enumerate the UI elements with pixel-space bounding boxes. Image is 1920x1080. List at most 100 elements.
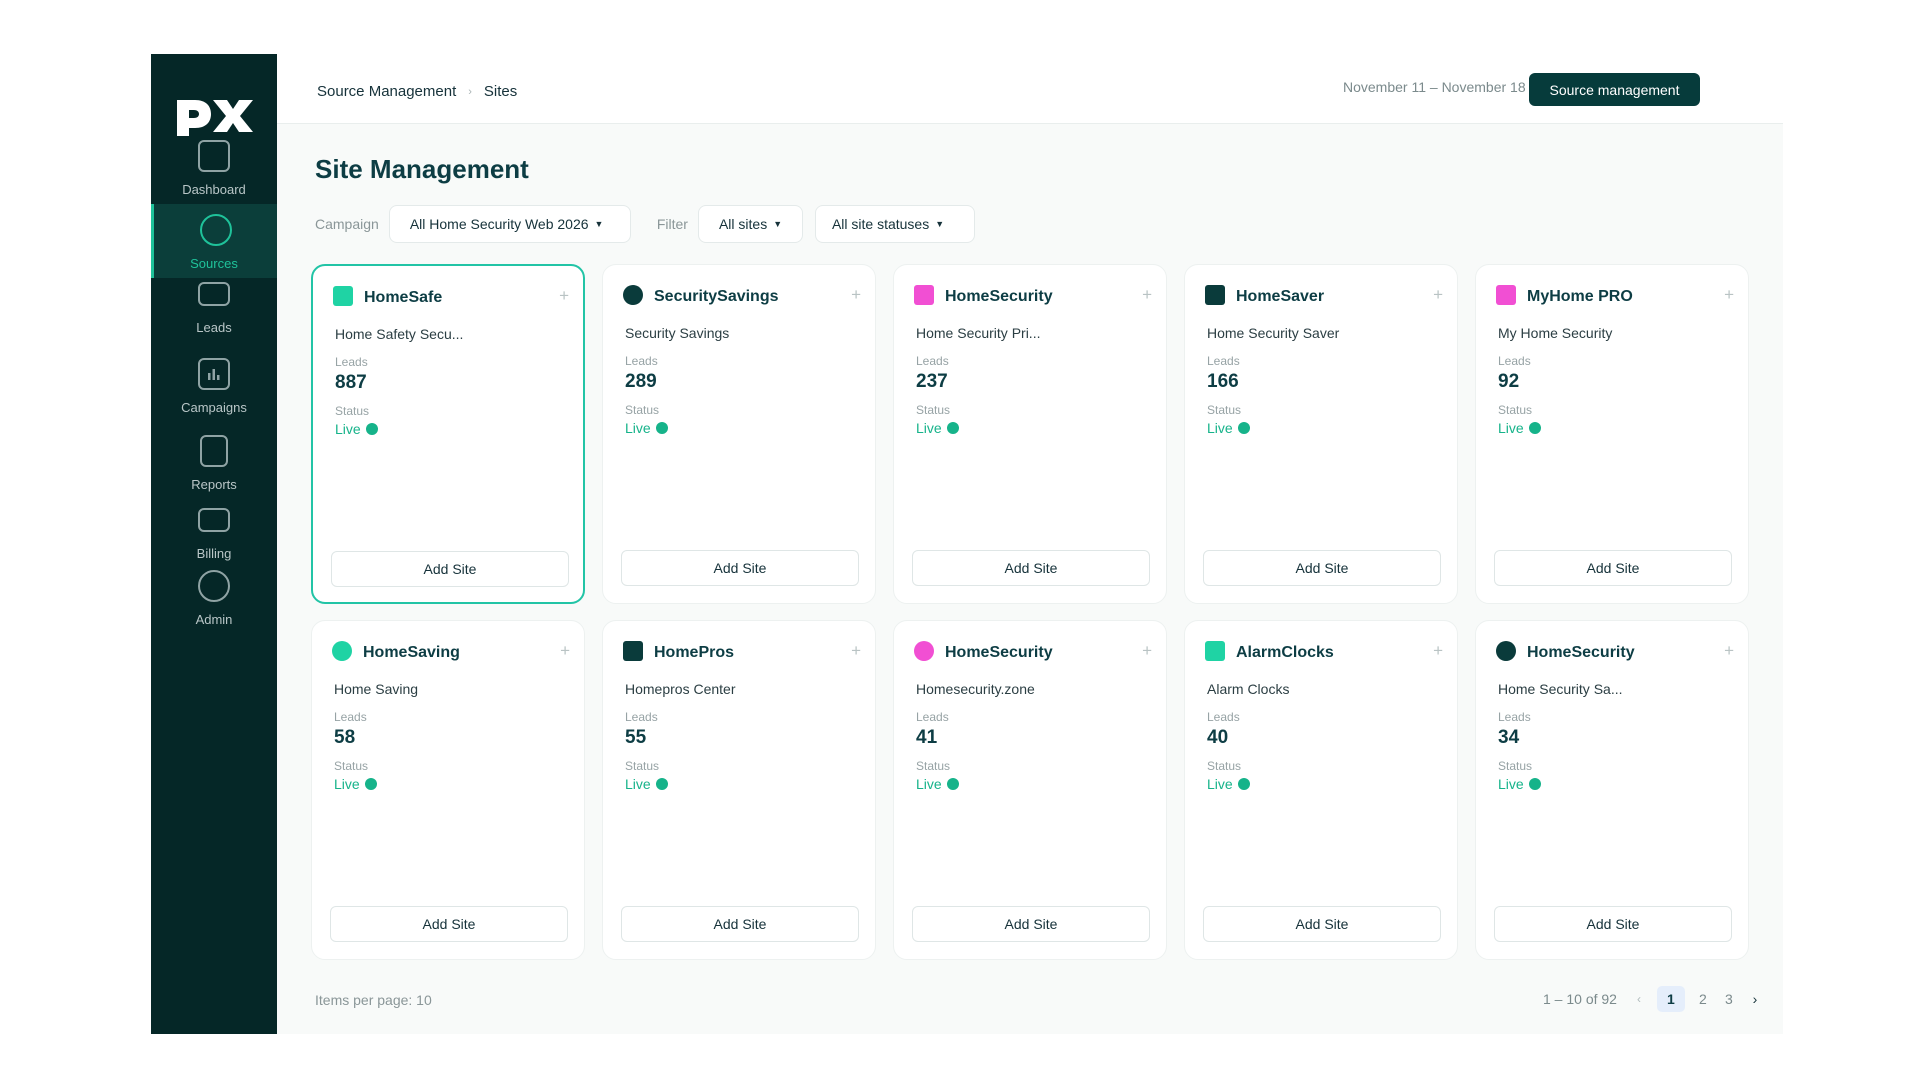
add-site-button[interactable]: Add Site <box>621 906 859 942</box>
add-site-button[interactable]: Add Site <box>1494 906 1732 942</box>
status-dot-icon <box>1237 422 1250 434</box>
add-site-button[interactable]: Add Site <box>330 906 568 942</box>
add-site-button[interactable]: Add Site <box>912 906 1150 942</box>
site-card[interactable]: HomeSecurity + Home Security Pri... Leads 23… <box>893 264 1167 604</box>
leads-label: Leads <box>625 354 658 368</box>
site-card[interactable]: MyHome PRO + My Home Security Leads 92 Status… <box>1475 264 1749 604</box>
pagination-range: 1 – 10 of 92 <box>1543 991 1617 1007</box>
prev-page-icon[interactable]: ‹ <box>1636 992 1641 1006</box>
site-logo-icon <box>623 285 643 305</box>
leads-value: 41 <box>916 727 938 748</box>
site-subtitle: Home Security Saver <box>1207 325 1340 341</box>
status-text: Live <box>625 776 651 792</box>
sidebar-item-billing[interactable]: Billing <box>151 508 277 582</box>
plus-icon[interactable]: + <box>1433 285 1443 304</box>
site-name: HomeSafe <box>364 289 443 306</box>
sidebar-item-campaigns[interactable]: Campaigns <box>151 358 277 432</box>
leads-label: Leads <box>335 355 368 369</box>
items-per-page[interactable]: Items per page: 10 <box>315 992 432 1008</box>
plus-icon[interactable]: + <box>851 641 861 660</box>
top-bar: Source Management › Sites November 11 – … <box>277 54 1783 124</box>
sources-icon <box>199 214 232 246</box>
site-name: HomePros <box>654 644 735 661</box>
leads-value: 92 <box>1498 371 1520 392</box>
px-logo[interactable] <box>173 92 253 140</box>
leads-label: Leads <box>916 710 949 724</box>
site-card[interactable]: HomeSaver + Home Security Saver Leads 166 Sta… <box>1184 264 1458 604</box>
sidebar-item-label: Billing <box>196 546 232 561</box>
site-card[interactable]: HomeSecurity + Home Security Sa... Leads 34 S… <box>1475 620 1749 960</box>
site-card[interactable]: SecuritySavings + Security Savings Leads 289… <box>602 264 876 604</box>
site-card[interactable]: HomeSafe + Home Safety Secu... Leads 887 Stat… <box>311 264 585 604</box>
add-site-button[interactable]: Add Site <box>1494 550 1732 586</box>
site-logo-icon <box>914 285 934 305</box>
leads-label: Leads <box>1498 710 1531 724</box>
status-dot-icon <box>1528 778 1541 790</box>
plus-icon[interactable]: + <box>1142 641 1152 660</box>
breadcrumb-sites: Sites <box>483 83 518 100</box>
sites-filter-dropdown[interactable]: All sites ▼ <box>697 205 803 243</box>
add-site-button[interactable]: Add Site <box>621 550 859 586</box>
add-site-button[interactable]: Add Site <box>1203 906 1441 942</box>
site-name: AlarmClocks <box>1236 644 1334 661</box>
caret-down-icon: ▼ <box>594 219 604 229</box>
campaign-dropdown[interactable]: All Home Security Web 2026 ▼ <box>388 205 631 243</box>
site-subtitle: Homesecurity.zone <box>916 681 1035 697</box>
leads-value: 34 <box>1498 727 1520 748</box>
site-logo-icon <box>1205 641 1225 661</box>
status-label: Status <box>1498 759 1533 773</box>
plus-icon[interactable]: + <box>1724 285 1734 304</box>
leads-icon <box>198 282 230 306</box>
add-site-button[interactable]: Add Site <box>1203 550 1441 586</box>
status-value: Live <box>1207 420 1250 436</box>
site-subtitle: Home Security Pri... <box>916 325 1041 341</box>
site-logo-icon <box>332 641 352 661</box>
plus-icon[interactable]: + <box>560 641 570 660</box>
site-card[interactable]: HomePros + Homepros Center Leads 55 Status Liv… <box>602 620 876 960</box>
status-dot-icon <box>946 422 959 434</box>
site-name: HomeSecurity <box>945 288 1053 305</box>
page-2[interactable]: 2 <box>1699 991 1707 1007</box>
plus-icon[interactable]: + <box>851 285 861 304</box>
source-management-button[interactable]: Source management <box>1529 73 1700 106</box>
plus-icon[interactable]: + <box>1433 641 1443 660</box>
status-text: Live <box>1207 776 1233 792</box>
site-logo-icon <box>1496 641 1516 661</box>
page-3[interactable]: 3 <box>1725 991 1733 1007</box>
status-value: Live <box>625 420 668 436</box>
leads-label: Leads <box>625 710 658 724</box>
leads-value: 58 <box>334 727 356 748</box>
site-card[interactable]: AlarmClocks + Alarm Clocks Leads 40 Status Liv… <box>1184 620 1458 960</box>
leads-label: Leads <box>1207 354 1240 368</box>
status-value: Live <box>335 421 378 437</box>
status-text: Live <box>334 776 360 792</box>
site-subtitle: Alarm Clocks <box>1207 681 1290 697</box>
plus-icon[interactable]: + <box>1724 641 1734 660</box>
sidebar-item-dashboard[interactable]: Dashboard <box>151 140 277 214</box>
next-page-icon[interactable]: › <box>1752 991 1758 1007</box>
site-card[interactable]: HomeSecurity + Homesecurity.zone Leads 41 Sta… <box>893 620 1167 960</box>
sidebar-item-label: Dashboard <box>182 182 246 197</box>
add-site-button[interactable]: Add Site <box>331 551 569 587</box>
sidebar-item-label: Campaigns <box>181 400 247 415</box>
bar-chart-icon <box>198 358 230 390</box>
plus-icon[interactable]: + <box>1142 285 1152 304</box>
status-dot-icon <box>365 423 378 435</box>
site-name: MyHome PRO <box>1527 288 1633 305</box>
status-dot-icon <box>655 422 668 434</box>
date-range[interactable]: November 11 – November 18 <box>1343 79 1526 95</box>
sidebar-item-admin[interactable]: Admin <box>151 570 277 644</box>
sidebar-item-sources[interactable]: Sources <box>151 204 277 278</box>
status-value: Live <box>625 776 668 792</box>
add-site-button[interactable]: Add Site <box>912 550 1150 586</box>
sidebar-item-reports[interactable]: Reports <box>151 435 277 509</box>
breadcrumb-source-management[interactable]: Source Management <box>317 83 457 100</box>
page-1[interactable]: 1 <box>1656 986 1685 1012</box>
plus-icon[interactable]: + <box>559 286 569 305</box>
sidebar-item-leads[interactable]: Leads <box>151 282 277 356</box>
leads-label: Leads <box>1498 354 1531 368</box>
leads-value: 289 <box>625 371 657 392</box>
status-filter-dropdown[interactable]: All site statuses ▼ <box>814 205 975 243</box>
status-text: Live <box>916 776 942 792</box>
site-card[interactable]: HomeSaving + Home Saving Leads 58 Status Live A… <box>311 620 585 960</box>
